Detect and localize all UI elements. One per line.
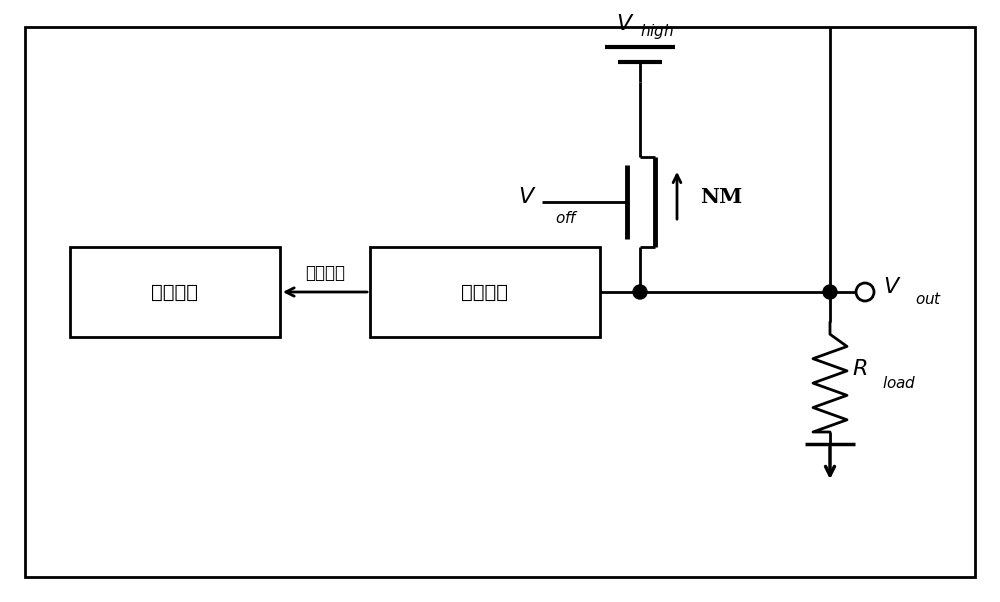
Text: $\mathit{R}$: $\mathit{R}$ bbox=[852, 358, 867, 380]
Text: $\mathit{V}$: $\mathit{V}$ bbox=[518, 186, 537, 208]
Text: $\mathit{off}$: $\mathit{off}$ bbox=[555, 210, 579, 226]
Circle shape bbox=[823, 285, 837, 299]
Text: 逻辑电路: 逻辑电路 bbox=[152, 282, 198, 302]
Text: $\mathit{load}$: $\mathit{load}$ bbox=[882, 375, 917, 391]
Text: $\mathit{V}$: $\mathit{V}$ bbox=[616, 13, 635, 35]
Text: NM: NM bbox=[700, 187, 742, 207]
Circle shape bbox=[633, 285, 647, 299]
Text: 逻辑输出: 逻辑输出 bbox=[305, 264, 345, 282]
Text: 整形电路: 整形电路 bbox=[461, 282, 508, 302]
Text: $\mathit{high}$: $\mathit{high}$ bbox=[640, 22, 674, 41]
Text: $\mathit{V}$: $\mathit{V}$ bbox=[883, 276, 902, 298]
Bar bbox=[70, 247, 280, 337]
Bar bbox=[370, 247, 600, 337]
Text: $\mathit{out}$: $\mathit{out}$ bbox=[915, 291, 942, 307]
